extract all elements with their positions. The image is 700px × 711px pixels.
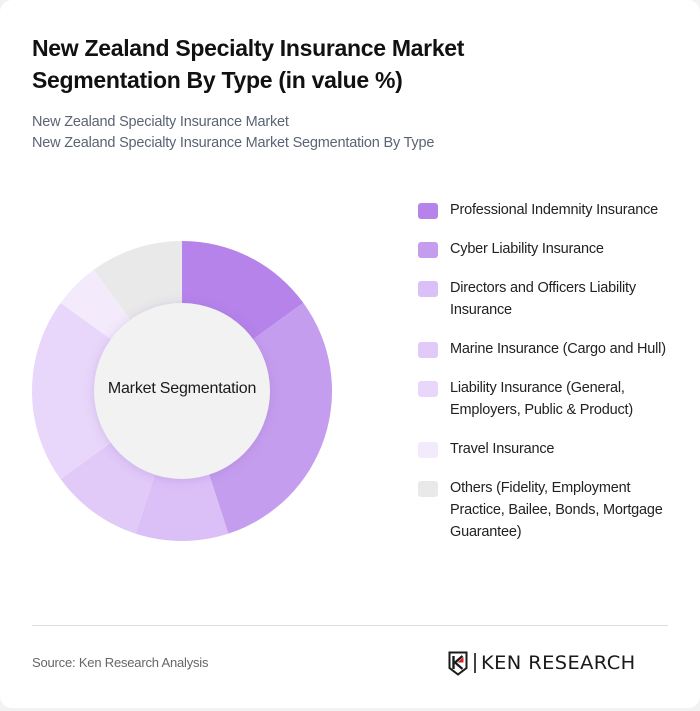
ken-research-logo: KEN RESEARCH bbox=[448, 650, 670, 676]
subtitle-line-2: New Zealand Specialty Insurance Market S… bbox=[32, 135, 435, 151]
legend-label: Marine Insurance (Cargo and Hull) bbox=[450, 341, 666, 357]
legend-swatch bbox=[418, 203, 438, 219]
donut-center-label: Market Segmentation bbox=[107, 380, 257, 397]
legend-swatch bbox=[418, 342, 438, 358]
donut-chart: Market Segmentation bbox=[0, 230, 364, 552]
chart-legend: Professional Indemnity Insurance Cyber L… bbox=[418, 199, 678, 560]
logo-wordmark: KEN RESEARCH bbox=[480, 652, 636, 674]
donut-center bbox=[94, 303, 270, 479]
legend-label: Travel Insurance bbox=[450, 441, 555, 457]
legend-item-liability: Liability Insurance (General, Employers,… bbox=[418, 377, 678, 421]
subtitle-line-1: New Zealand Specialty Insurance Market bbox=[32, 114, 289, 130]
legend-item-directors-officers: Directors and Officers Liability Insuran… bbox=[418, 277, 678, 321]
footer-divider bbox=[32, 625, 668, 626]
legend-label: Professional Indemnity Insurance bbox=[450, 202, 658, 218]
legend-item-others: Others (Fidelity, Employment Practice, B… bbox=[418, 477, 678, 543]
legend-label: Liability Insurance (General, Employers,… bbox=[450, 380, 633, 418]
legend-swatch bbox=[418, 381, 438, 397]
legend-item-marine: Marine Insurance (Cargo and Hull) bbox=[418, 338, 678, 360]
legend-item-professional-indemnity: Professional Indemnity Insurance bbox=[418, 199, 678, 221]
legend-swatch bbox=[418, 281, 438, 297]
legend-swatch bbox=[418, 442, 438, 458]
chart-subtitle: New Zealand Specialty Insurance Market N… bbox=[32, 112, 434, 154]
logo-divider bbox=[474, 653, 476, 673]
source-note: Source: Ken Research Analysis bbox=[32, 655, 209, 670]
legend-swatch bbox=[418, 242, 438, 258]
legend-label: Directors and Officers Liability Insuran… bbox=[450, 280, 636, 318]
legend-label: Others (Fidelity, Employment Practice, B… bbox=[450, 480, 663, 540]
shield-k-logo-icon bbox=[448, 651, 468, 676]
chart-title: New Zealand Specialty Insurance Market S… bbox=[32, 35, 465, 93]
legend-swatch bbox=[418, 481, 438, 497]
donut-svg bbox=[32, 241, 332, 542]
legend-label: Cyber Liability Insurance bbox=[450, 241, 604, 257]
legend-item-cyber-liability: Cyber Liability Insurance bbox=[418, 238, 678, 260]
legend-item-travel: Travel Insurance bbox=[418, 438, 678, 460]
